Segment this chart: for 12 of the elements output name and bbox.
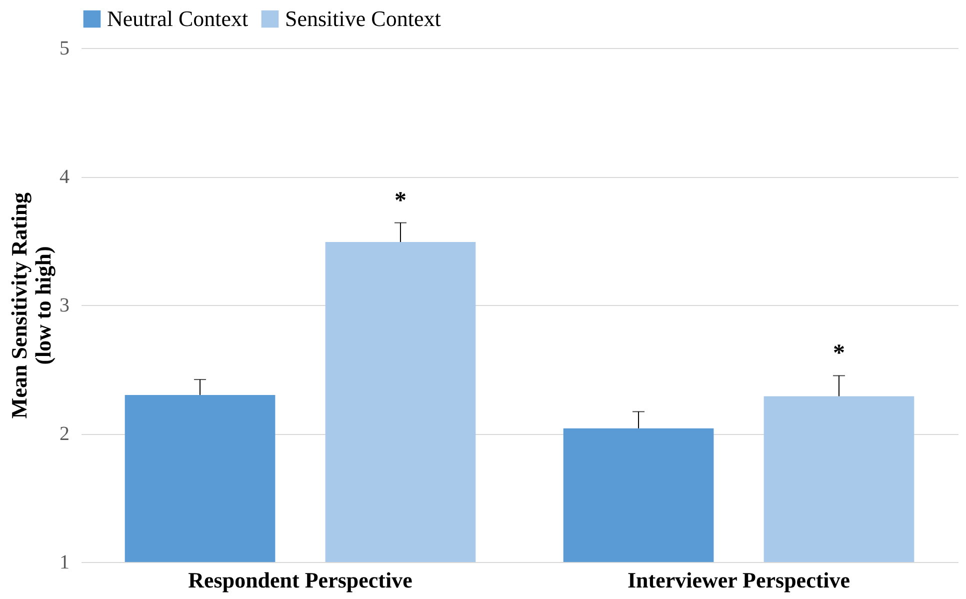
legend-label: Neutral Context [107,6,248,31]
x-tick-label: Interviewer Perspective [627,568,850,592]
y-tick-label: 5 [60,38,70,60]
y-axis-title: Mean Sensitivity Rating (low to high) [6,192,56,419]
y-tick-label: 4 [60,166,70,188]
y-tick-label: 1 [60,552,70,574]
y-tick-label: 2 [60,423,70,445]
annotation: * [394,188,406,214]
x-tick-label: Respondent Perspective [188,568,413,592]
legend-label: Sensitive Context [285,6,441,31]
annotation: * [832,340,845,367]
y-tick-label: 3 [60,294,70,316]
